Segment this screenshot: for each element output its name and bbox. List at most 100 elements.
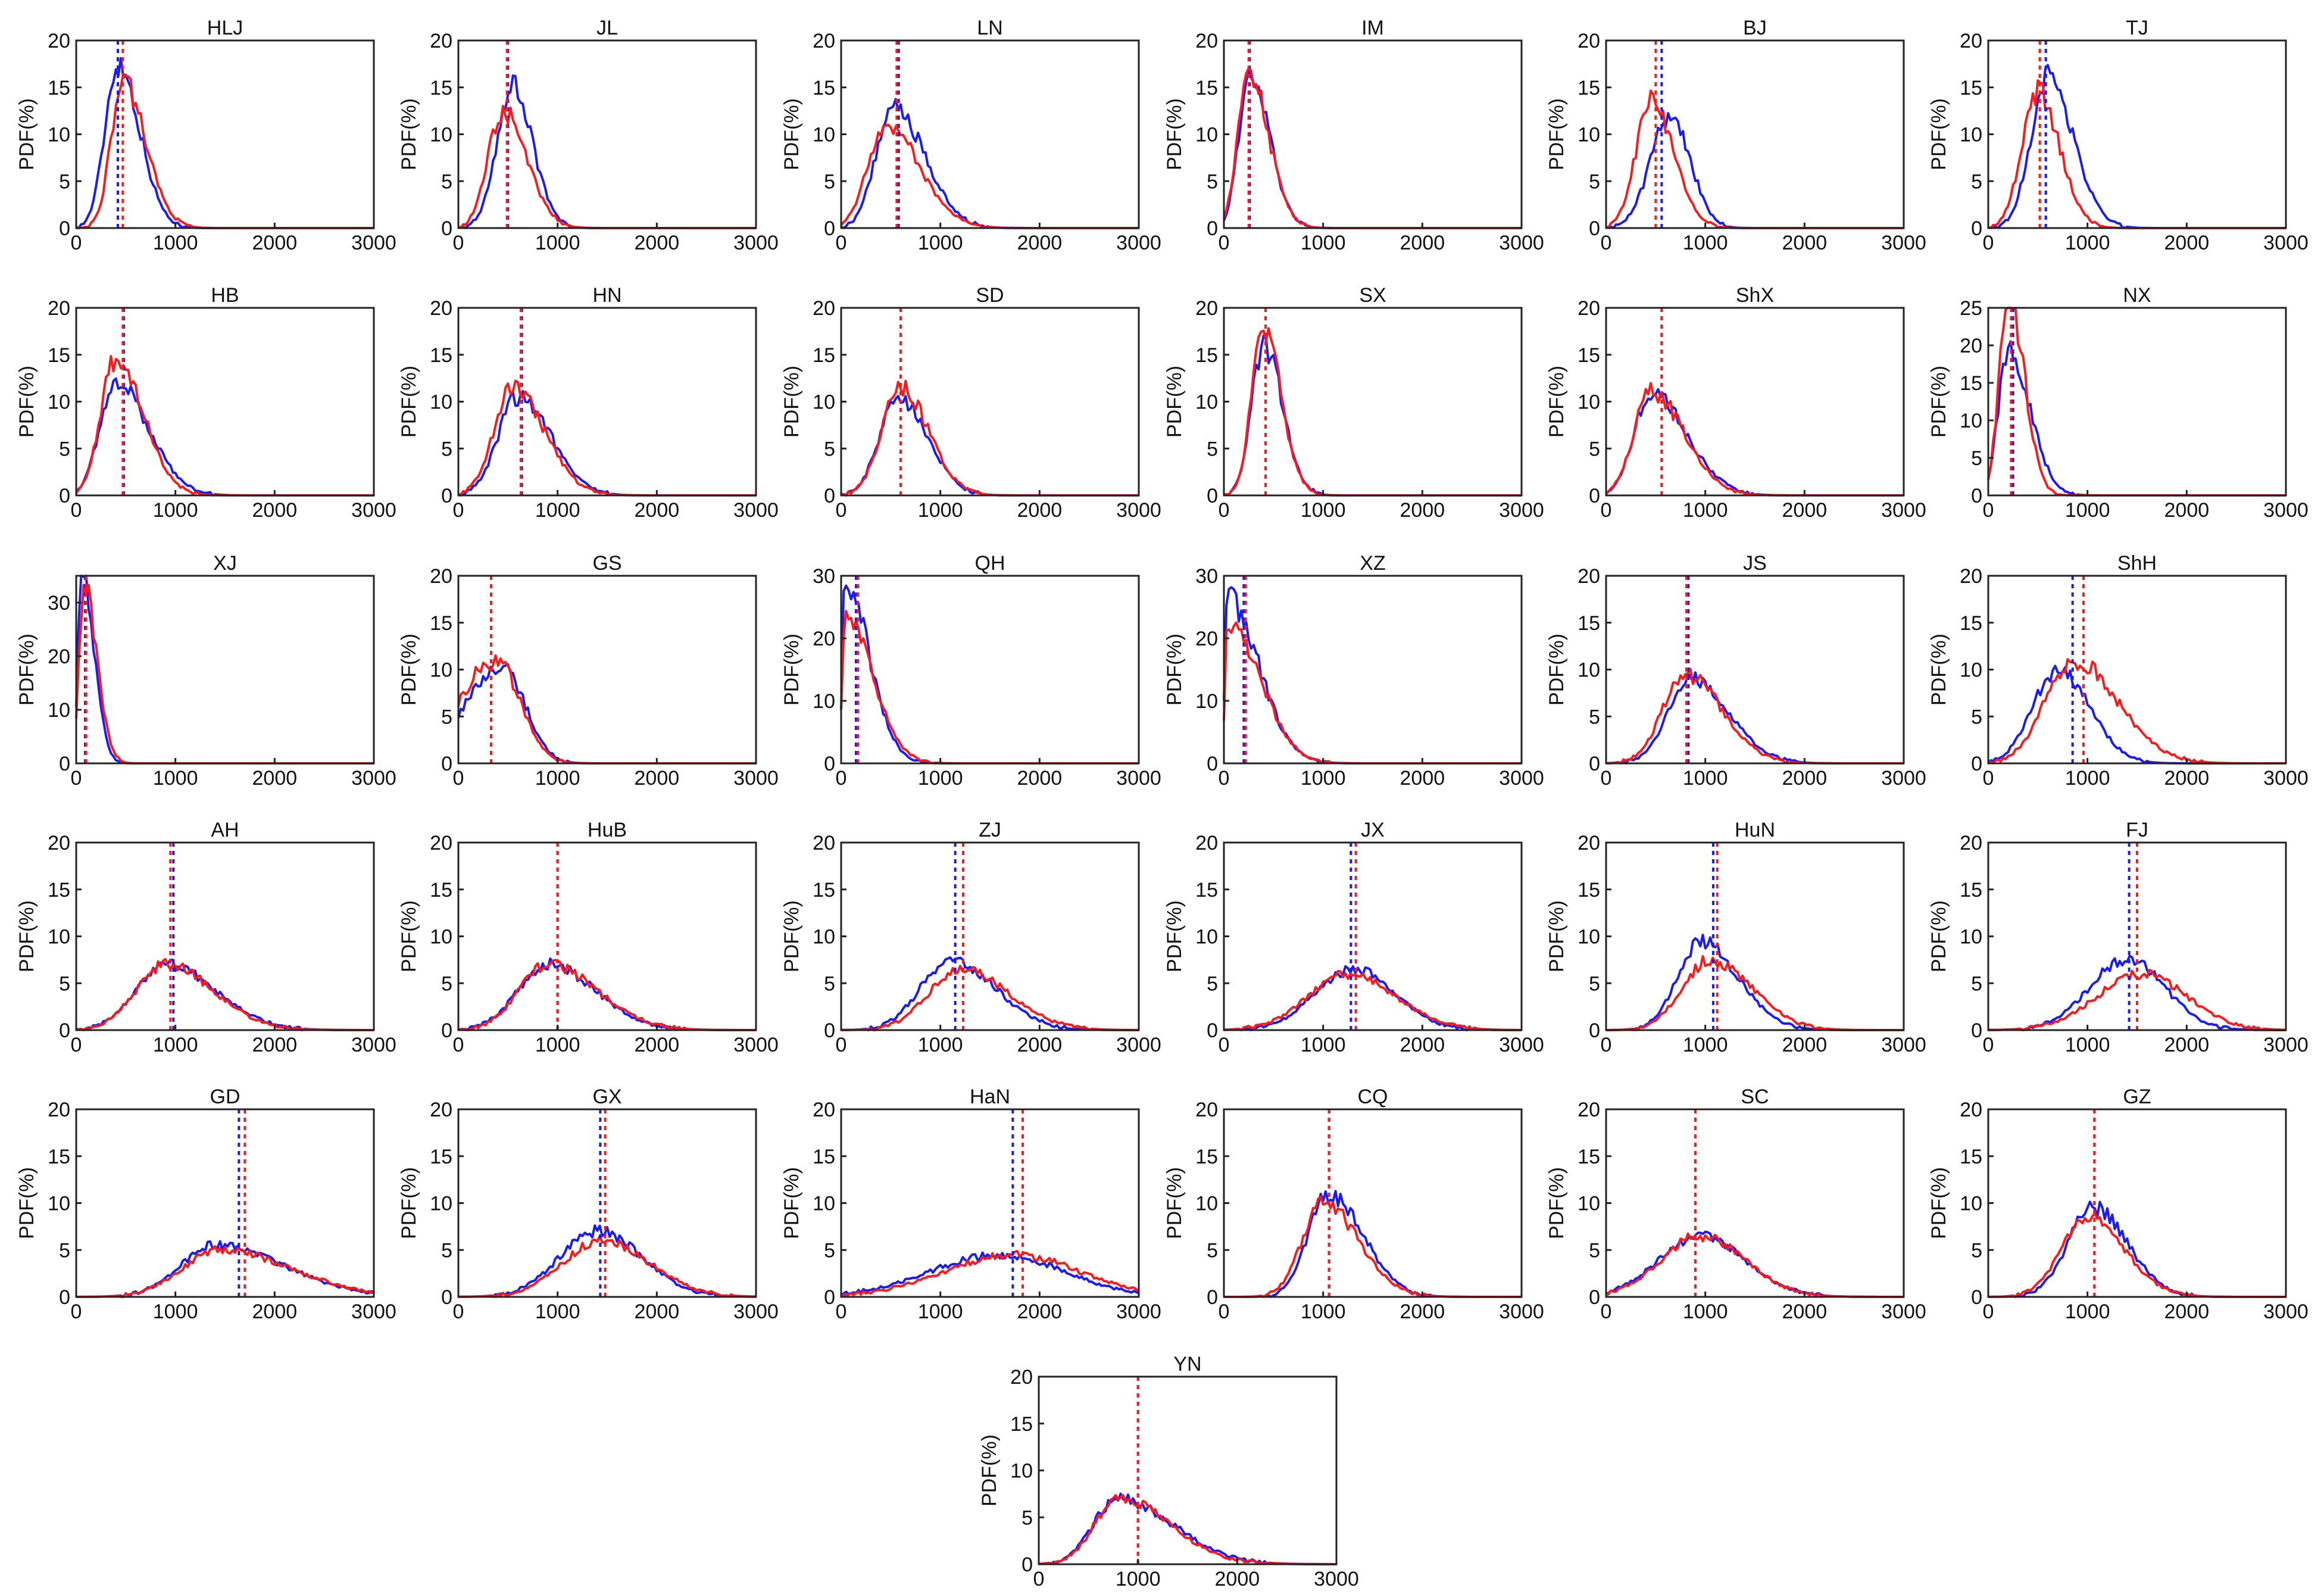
panel-hlj: HLJ PDF(%) 0 1000 2000 3000 0 5 10 15 20 [15, 17, 396, 254]
x-tick-label: 3000 [351, 1034, 396, 1056]
y-tick-label: 10 [813, 926, 835, 949]
series-red-line [75, 355, 374, 497]
panel-title: CQ [1358, 1085, 1388, 1108]
y-tick-label: 10 [813, 1193, 835, 1215]
x-tick-label: 2000 [252, 232, 298, 254]
series-red-line [841, 379, 1139, 497]
series-red-line [1987, 307, 2286, 497]
y-tick-label: 0 [59, 1019, 70, 1042]
x-tick-label: 3000 [733, 767, 779, 790]
x-tick-label: 0 [71, 499, 82, 522]
y-tick-label: 5 [1971, 1239, 1982, 1262]
x-tick-label: 2000 [635, 232, 680, 254]
y-tick-label: 20 [1578, 297, 1600, 320]
x-tick-label: 0 [1219, 1300, 1230, 1323]
panel-hb: HB PDF(%) 0 1000 2000 3000 0 5 10 15 20 [15, 284, 396, 522]
y-tick-label: 20 [48, 832, 70, 854]
x-tick-label: 3000 [2263, 232, 2309, 254]
plot-frame [1223, 841, 1523, 1031]
plot-frame [840, 39, 1140, 229]
panel-title: HuB [588, 819, 627, 841]
y-tick-label: 5 [59, 438, 70, 460]
plot-frame [457, 841, 757, 1031]
y-axis-label: PDF(%) [780, 366, 803, 438]
y-tick-label: 0 [1022, 1554, 1033, 1576]
series-blue-line [1988, 64, 2286, 229]
panel-sd: SD PDF(%) 0 1000 2000 3000 0 5 10 15 20 [780, 284, 1161, 522]
plot-frame [1605, 307, 1905, 497]
y-tick-label: 5 [1207, 1239, 1218, 1262]
y-tick-label: 15 [1195, 879, 1218, 902]
x-tick-label: 0 [1983, 767, 1994, 790]
x-tick-label: 0 [1983, 499, 1994, 522]
y-axis-label: PDF(%) [780, 634, 803, 706]
panel-xj: XJ PDF(%) 0 1000 2000 3000 0 10 20 30 [15, 552, 396, 790]
plot-frame [1987, 307, 2287, 497]
y-tick-label: 20 [1960, 30, 1982, 52]
y-tick-label: 5 [1207, 438, 1218, 460]
panel-tj: TJ PDF(%) 0 1000 2000 3000 0 5 10 15 20 [1928, 17, 2309, 254]
y-tick-label: 20 [430, 565, 452, 588]
y-tick-label: 15 [1578, 77, 1600, 99]
panel-title: IM [1361, 17, 1384, 39]
x-tick-label: 1000 [153, 1300, 198, 1323]
x-tick-label: 3000 [1499, 499, 1544, 522]
series-blue-line [1606, 671, 1904, 765]
x-tick-label: 2000 [1017, 1034, 1063, 1056]
plot-frame [840, 307, 1140, 497]
y-tick-label: 0 [441, 1019, 452, 1042]
series-red-line [840, 610, 1139, 765]
x-tick-label: 1000 [153, 499, 198, 522]
panel-title: GZ [2123, 1085, 2151, 1108]
y-tick-label: 15 [1578, 344, 1600, 367]
panel-title: SD [976, 284, 1004, 307]
y-tick-label: 0 [59, 1286, 70, 1309]
y-tick-label: 15 [48, 879, 70, 902]
x-tick-label: 2000 [1782, 232, 1828, 254]
panel-zj: ZJ PDF(%) 0 1000 2000 3000 0 5 10 15 20 [780, 819, 1161, 1056]
series-blue-line [1224, 1190, 1522, 1298]
x-tick-label: 2000 [252, 499, 298, 522]
x-tick-label: 1000 [918, 499, 963, 522]
panel-title: ZJ [979, 819, 1001, 841]
series-red-line [1988, 1212, 2286, 1298]
x-tick-label: 2000 [1215, 1568, 1260, 1590]
x-tick-label: 2000 [635, 1034, 680, 1056]
panel-yn: YN PDF(%) 0 1000 2000 3000 0 5 10 15 20 [978, 1353, 1359, 1590]
y-axis-label: PDF(%) [15, 634, 38, 706]
y-tick-label: 5 [59, 972, 70, 995]
series-red-line [1038, 1494, 1336, 1565]
y-tick-label: 10 [1578, 659, 1600, 682]
y-tick-label: 10 [430, 124, 452, 146]
y-tick-label: 0 [1971, 217, 1982, 240]
x-tick-label: 1000 [1683, 1034, 1728, 1056]
plot-frame [1223, 1108, 1523, 1298]
x-tick-label: 2000 [2164, 1034, 2210, 1056]
y-axis-label: PDF(%) [15, 1167, 38, 1239]
y-axis-label: PDF(%) [1545, 900, 1568, 972]
panel-title: FJ [2126, 819, 2148, 841]
y-tick-label: 20 [813, 832, 835, 854]
y-tick-label: 25 [1960, 297, 1982, 320]
panel-title: HaN [970, 1085, 1010, 1108]
y-tick-label: 5 [59, 1239, 70, 1262]
x-tick-label: 3000 [1116, 499, 1161, 522]
series-blue-line [458, 957, 756, 1031]
x-tick-label: 1000 [1683, 499, 1728, 522]
y-axis-label: PDF(%) [398, 900, 420, 972]
y-tick-label: 10 [1578, 1193, 1600, 1215]
y-tick-label: 20 [1195, 30, 1218, 52]
x-tick-label: 2000 [1400, 232, 1445, 254]
y-tick-label: 20 [48, 645, 70, 668]
y-tick-label: 0 [441, 217, 452, 240]
panel-hun: HuN PDF(%) 0 1000 2000 3000 0 5 10 15 20 [1545, 819, 1926, 1056]
x-tick-label: 0 [1219, 1034, 1230, 1056]
panel-title: XZ [1360, 552, 1385, 575]
panel-qh: QH PDF(%) 0 1000 2000 3000 0 10 20 30 [780, 552, 1161, 790]
x-tick-label: 2000 [1782, 499, 1828, 522]
y-axis-label: PDF(%) [15, 366, 38, 438]
y-tick-label: 5 [1022, 1506, 1033, 1529]
y-tick-label: 5 [824, 972, 835, 995]
y-tick-label: 15 [48, 1146, 70, 1168]
y-tick-label: 5 [441, 972, 452, 995]
